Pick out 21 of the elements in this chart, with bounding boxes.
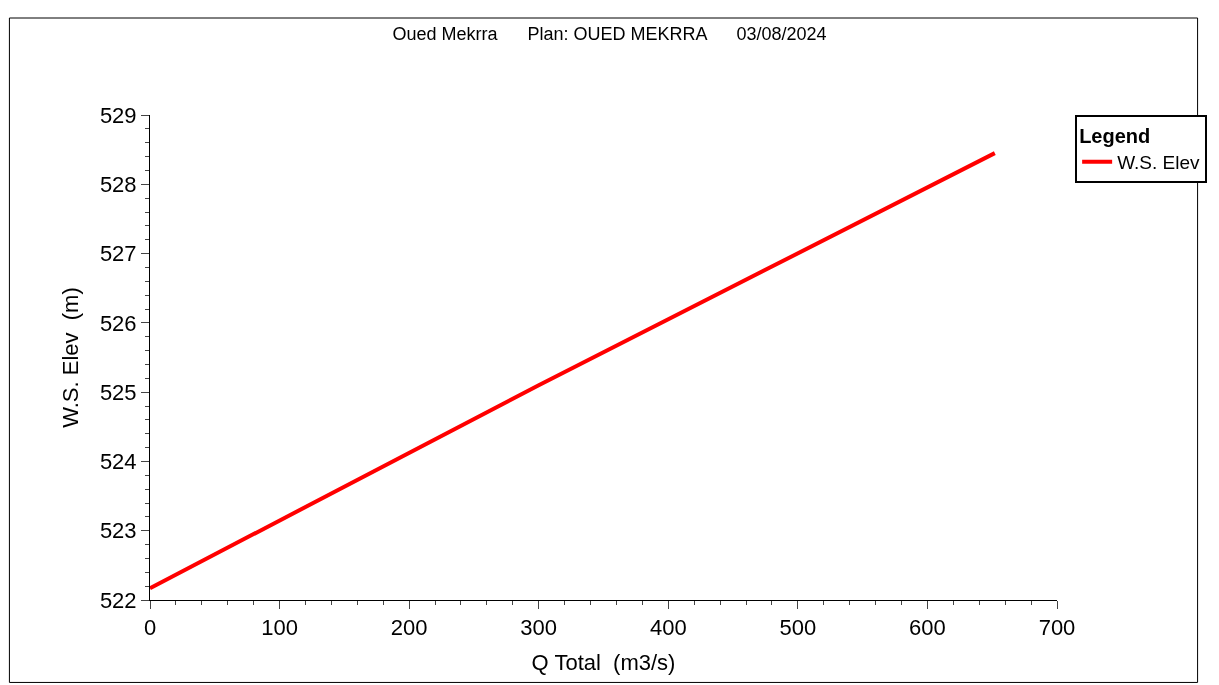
x-tick-label: 700 [1038,615,1076,641]
y-axis-title: W.S. Elev (m) [57,287,83,428]
legend-label: W.S. Elev [1117,152,1200,174]
y-tick-label: 527 [99,241,137,267]
chart-title: Oued Mekrra Plan: OUED MEKRRA 03/08/2024 [392,24,827,44]
x-tick-label: 400 [649,615,687,641]
y-tick-label: 526 [99,310,137,336]
y-tick-label: 525 [99,379,137,405]
y-tick-label: 528 [99,171,137,197]
y-tick-label: 522 [99,587,137,613]
legend-title: Legend [1079,125,1151,147]
x-tick-label: 600 [909,615,946,641]
x-tick-label: 200 [390,615,428,641]
x-axis-title: Q Total (m3/s) [531,650,676,676]
y-tick-label: 529 [99,102,137,128]
x-tick-label: 100 [261,615,298,641]
y-tick-label: 524 [99,449,137,475]
x-tick-label: 0 [143,615,157,641]
x-tick-label: 300 [520,615,558,641]
x-tick-label: 500 [779,615,817,641]
y-tick-label: 523 [99,518,137,544]
